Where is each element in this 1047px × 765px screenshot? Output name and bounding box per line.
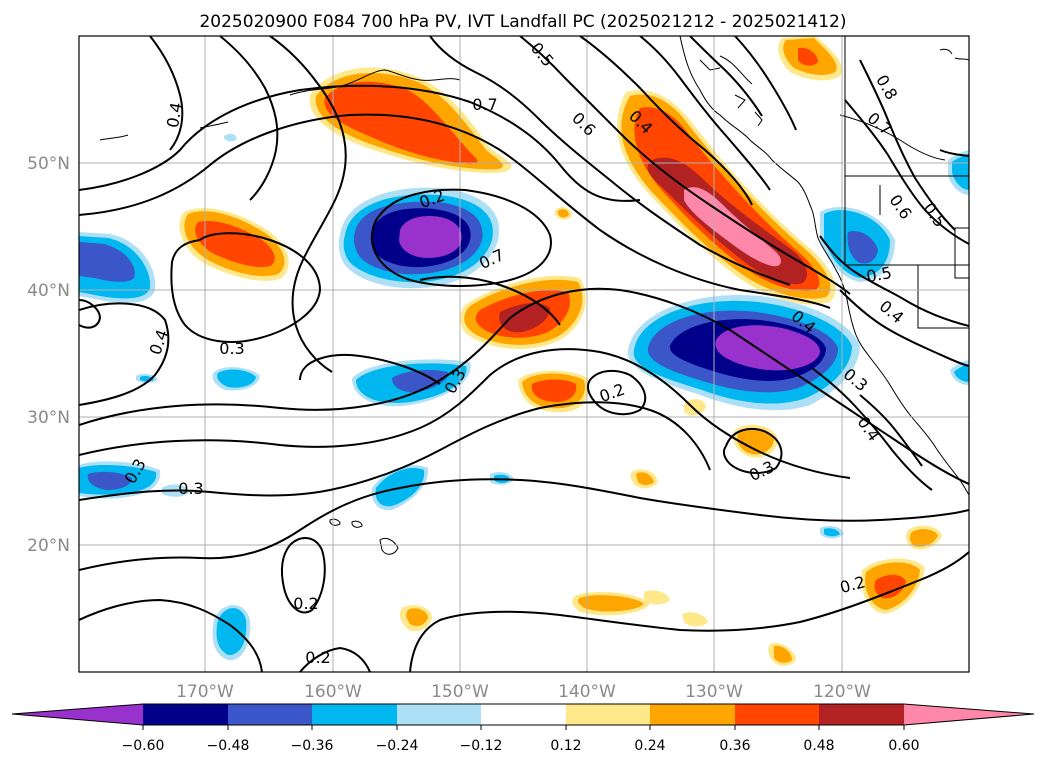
colorbar-segment xyxy=(819,704,904,725)
longitude-labels: 170°W 160°W 150°W 140°W 130°W 120°W xyxy=(176,682,871,702)
colorbar-tick-label: 0.24 xyxy=(634,738,665,754)
contour-label: 0.3 xyxy=(178,479,203,498)
colorbar-ticks xyxy=(142,725,905,730)
lat-label: 40°N xyxy=(27,281,70,301)
lat-label: 20°N xyxy=(27,536,70,556)
lon-label: 120°W xyxy=(813,682,871,702)
colorbar-tick-label: 0.12 xyxy=(550,738,581,754)
contour-label: 0.5 xyxy=(865,263,893,286)
lon-label: 170°W xyxy=(176,682,234,702)
colorbar-segment xyxy=(566,704,650,725)
colorbar-tick-labels: −0.60 −0.48 −0.36 −0.24 −0.12 0.12 0.24 … xyxy=(122,738,920,754)
latitude-labels: 50°N 40°N 30°N 20°N xyxy=(27,154,70,556)
lon-label: 130°W xyxy=(685,682,743,702)
contour-label: 0.2 xyxy=(293,594,318,613)
map-frame xyxy=(78,35,970,673)
colorbar-segment xyxy=(312,704,397,725)
map-panel: 0.7 0.5 0.4 0.6 0.4 0.8 0.7 0.6 0.5 0.7 … xyxy=(27,35,970,702)
colorbar-segment xyxy=(650,704,735,725)
contour-label: 0.3 xyxy=(219,339,244,358)
colorbar-segment xyxy=(143,704,228,725)
colorbar-tick-label: −0.12 xyxy=(460,738,503,754)
pv-negative-small xyxy=(79,133,969,661)
colorbar-segment xyxy=(397,704,481,725)
colorbar-segment xyxy=(481,704,566,725)
colorbar-segment xyxy=(735,704,819,725)
colorbar-min-extension xyxy=(12,704,143,725)
colorbar-tick-label: −0.24 xyxy=(376,738,419,754)
lat-label: 30°N xyxy=(27,408,70,428)
contour-label: 0.4 xyxy=(163,101,186,129)
lon-label: 160°W xyxy=(304,682,362,702)
colorbar-tick-label: −0.36 xyxy=(291,738,334,754)
lon-label: 140°W xyxy=(558,682,616,702)
colorbar: −0.60 −0.48 −0.36 −0.24 −0.12 0.12 0.24 … xyxy=(11,703,1035,754)
pv-negative-offshore xyxy=(627,294,860,411)
lat-label: 50°N xyxy=(27,154,70,174)
pv-negative-west xyxy=(79,232,156,303)
colorbar-segment xyxy=(228,704,312,725)
pv-shading xyxy=(79,36,969,666)
pv-positive-gulf-of-alaska xyxy=(309,67,512,173)
graticule xyxy=(79,36,969,672)
figure-title: 2025020900 F084 700 hPa PV, IVT Landfall… xyxy=(199,12,846,32)
contour-label: 0.7 xyxy=(472,95,497,114)
lon-label: 150°W xyxy=(431,682,489,702)
colorbar-tick-label: −0.48 xyxy=(207,738,250,754)
colorbar-tick-label: −0.60 xyxy=(122,738,165,754)
colorbar-tick-label: 0.60 xyxy=(888,738,919,754)
colorbar-tick-label: 0.48 xyxy=(803,738,834,754)
ivt-contours xyxy=(79,36,969,672)
contour-label: 0.2 xyxy=(305,648,330,667)
pv-positive-central-pacific xyxy=(179,208,289,281)
pv-positive-small xyxy=(399,207,942,666)
colorbar-tick-label: 0.36 xyxy=(719,738,750,754)
colorbar-max-extension xyxy=(904,704,1034,725)
